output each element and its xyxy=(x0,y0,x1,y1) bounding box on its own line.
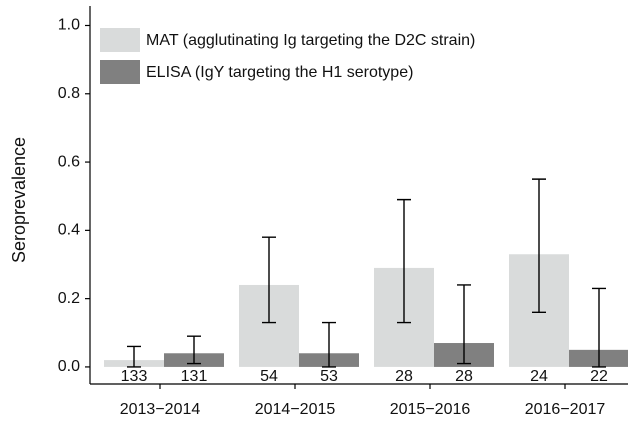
count-label: 131 xyxy=(181,368,208,385)
error-bar xyxy=(592,287,606,368)
count-label: 22 xyxy=(590,368,608,385)
count-label: 54 xyxy=(260,368,278,385)
error-bar xyxy=(457,284,471,365)
error-bar xyxy=(322,321,336,368)
y-tick-label: 0.8 xyxy=(58,85,80,102)
count-label: 28 xyxy=(395,368,413,385)
legend-swatch xyxy=(100,60,140,84)
count-label: 133 xyxy=(121,368,148,385)
legend-label: ELISA (IgY targeting the H1 serotype) xyxy=(146,64,413,81)
legend-label: MAT (agglutinating Ig targeting the D2C … xyxy=(146,32,475,49)
y-tick-label: 0.4 xyxy=(58,222,80,239)
count-label: 53 xyxy=(320,368,338,385)
y-axis-label: Seroprevalence xyxy=(9,137,29,263)
x-tick-label: 2015−2016 xyxy=(390,401,471,418)
x-tick-label: 2016−2017 xyxy=(525,401,606,418)
error-bar xyxy=(262,236,276,324)
error-bar xyxy=(532,178,546,313)
y-tick-label: 0.6 xyxy=(58,153,80,170)
error-bar xyxy=(127,345,141,368)
count-label: 28 xyxy=(455,368,473,385)
y-tick-label: 0.0 xyxy=(58,358,80,375)
x-tick-label: 2013−2014 xyxy=(120,401,201,418)
y-tick-label: 0.2 xyxy=(58,290,80,307)
error-bar xyxy=(397,198,411,324)
y-tick-label: 1.0 xyxy=(58,17,80,34)
x-tick-label: 2014−2015 xyxy=(255,401,336,418)
count-label: 24 xyxy=(530,368,548,385)
legend-swatch xyxy=(100,28,140,52)
error-bar xyxy=(187,335,201,365)
